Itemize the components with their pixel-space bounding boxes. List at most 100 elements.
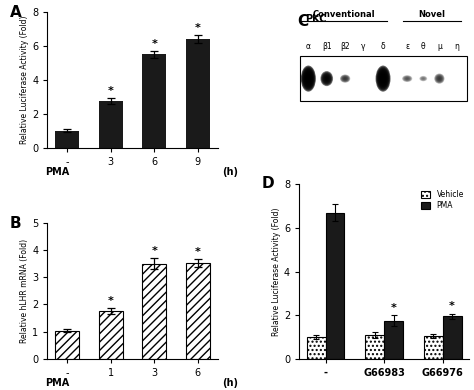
Ellipse shape [403,76,411,81]
Ellipse shape [343,76,348,81]
Bar [326,213,345,359]
Text: (h): (h) [222,378,238,388]
Y-axis label: Relative hLHR mRNA (Fold): Relative hLHR mRNA (Fold) [20,239,29,343]
Ellipse shape [419,76,427,81]
Ellipse shape [341,75,349,82]
Ellipse shape [305,72,312,85]
Ellipse shape [301,67,315,90]
Ellipse shape [380,73,386,84]
Ellipse shape [322,73,331,84]
Ellipse shape [381,75,385,82]
Ellipse shape [404,76,410,81]
Ellipse shape [306,74,311,83]
Text: α: α [306,42,311,51]
Ellipse shape [437,76,442,81]
Ellipse shape [321,72,333,85]
Ellipse shape [402,75,412,82]
Text: PMA: PMA [46,167,70,177]
Ellipse shape [303,70,313,87]
Ellipse shape [377,69,389,89]
Ellipse shape [377,68,389,89]
Ellipse shape [402,75,412,82]
Text: (h): (h) [222,167,238,177]
Text: *: * [195,247,201,257]
Y-axis label: Relative Luciferase Activity (Fold): Relative Luciferase Activity (Fold) [272,207,281,336]
Bar [443,316,462,359]
Ellipse shape [304,71,313,86]
Bar [186,263,210,359]
Ellipse shape [435,74,444,83]
Ellipse shape [323,74,330,83]
Ellipse shape [307,76,310,81]
Ellipse shape [438,77,441,80]
Bar [99,101,123,148]
Text: ε: ε [405,42,409,51]
Ellipse shape [320,71,333,86]
Text: Novel: Novel [419,10,446,19]
Ellipse shape [403,76,411,82]
Text: β1: β1 [322,42,331,51]
Ellipse shape [325,77,328,80]
Text: A: A [10,5,22,20]
Ellipse shape [326,77,328,80]
Text: η: η [454,42,459,51]
Bar [55,131,79,148]
Bar [307,337,326,359]
Ellipse shape [420,77,426,80]
Ellipse shape [421,77,426,80]
Ellipse shape [342,76,348,82]
Ellipse shape [308,78,309,80]
Ellipse shape [419,76,427,82]
Ellipse shape [303,69,314,89]
Text: *: * [151,246,157,256]
Ellipse shape [375,66,391,92]
Ellipse shape [343,77,347,80]
Ellipse shape [438,77,441,80]
Text: γ: γ [361,42,366,51]
Ellipse shape [379,72,387,85]
Ellipse shape [324,75,330,82]
Ellipse shape [436,75,443,82]
Ellipse shape [437,76,442,82]
Text: PKC: PKC [305,14,327,24]
Text: μ: μ [437,42,442,51]
Ellipse shape [434,73,445,84]
Ellipse shape [340,74,350,83]
Text: *: * [449,301,455,311]
Bar [384,321,403,359]
Text: C: C [297,14,308,29]
Ellipse shape [379,71,387,86]
Ellipse shape [376,67,390,90]
Text: Conventional: Conventional [313,10,375,19]
Text: *: * [391,303,397,313]
Bar [424,336,443,359]
Ellipse shape [305,73,311,84]
Ellipse shape [325,76,329,81]
Ellipse shape [321,72,332,85]
Ellipse shape [420,76,427,81]
Text: *: * [195,23,201,33]
Bar [301,56,467,101]
Text: β2: β2 [340,42,350,51]
Ellipse shape [420,76,426,81]
Ellipse shape [405,77,410,80]
Ellipse shape [382,76,384,81]
Ellipse shape [322,74,331,83]
Text: *: * [151,39,157,49]
Text: *: * [108,296,114,306]
Ellipse shape [324,75,329,82]
Text: B: B [10,216,22,231]
Text: θ: θ [421,42,426,51]
Text: D: D [262,176,274,191]
Bar [142,54,166,148]
Bar [186,39,210,148]
Ellipse shape [342,76,348,81]
Ellipse shape [435,74,444,83]
Ellipse shape [421,77,425,80]
Ellipse shape [340,75,350,82]
Ellipse shape [344,78,346,80]
Ellipse shape [405,78,409,80]
Ellipse shape [301,66,316,92]
Text: PMA: PMA [46,378,70,388]
Ellipse shape [307,75,310,82]
